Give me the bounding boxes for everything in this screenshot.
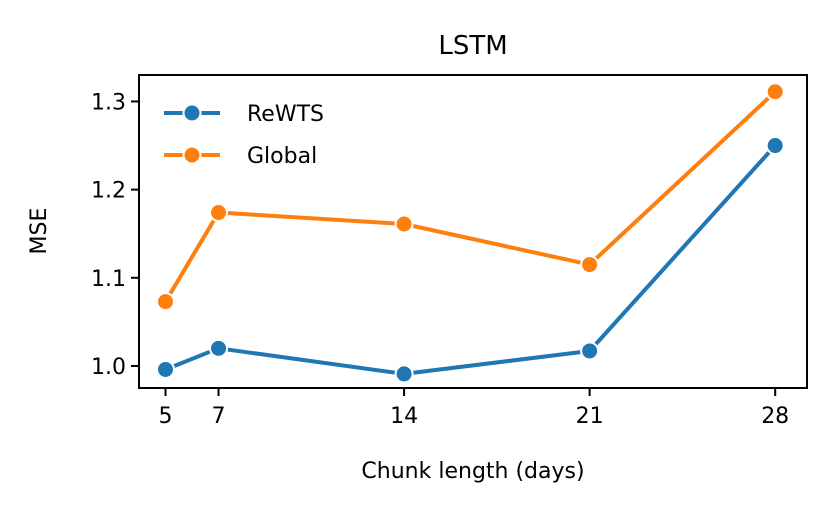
data-point-rewts-5: [156, 359, 176, 379]
y-axis: 1.0 1.1 1.2 1.3: [91, 90, 139, 380]
data-point-global-5: [156, 292, 176, 312]
data-point-global-21: [580, 255, 600, 275]
data-point-rewts-28: [765, 136, 785, 156]
x-axis: 5 7 14 21 28: [159, 388, 789, 429]
legend-marker-rewts: [182, 103, 202, 123]
x-tick-label: 28: [761, 404, 789, 429]
legend: ReWTS Global: [164, 102, 324, 169]
y-tick-label: 1.0: [91, 355, 126, 380]
data-point-rewts-21: [580, 341, 600, 361]
x-tick-label: 5: [159, 404, 173, 429]
x-tick-label: 14: [390, 404, 418, 429]
plot-area: [156, 82, 785, 384]
legend-label-global: Global: [247, 144, 317, 169]
x-tick-label: 21: [576, 404, 604, 429]
x-axis-label: Chunk length (days): [361, 459, 584, 484]
series-line-rewts: [164, 144, 777, 376]
axes-frame: [138, 74, 808, 389]
y-axis-label: MSE: [27, 208, 52, 255]
x-tick-label: 7: [212, 404, 226, 429]
data-point-global-14: [394, 214, 414, 234]
legend-marker-global: [182, 145, 202, 165]
data-point-rewts-14: [394, 364, 414, 384]
y-tick-label: 1.1: [91, 267, 126, 292]
y-tick-label: 1.3: [91, 90, 126, 115]
data-point-global-7: [209, 203, 229, 223]
data-point-global-28: [765, 82, 785, 102]
y-tick-label: 1.2: [91, 179, 126, 204]
legend-label-rewts: ReWTS: [247, 102, 324, 127]
data-point-rewts-7: [209, 338, 229, 358]
chart-title: LSTM: [438, 31, 507, 61]
